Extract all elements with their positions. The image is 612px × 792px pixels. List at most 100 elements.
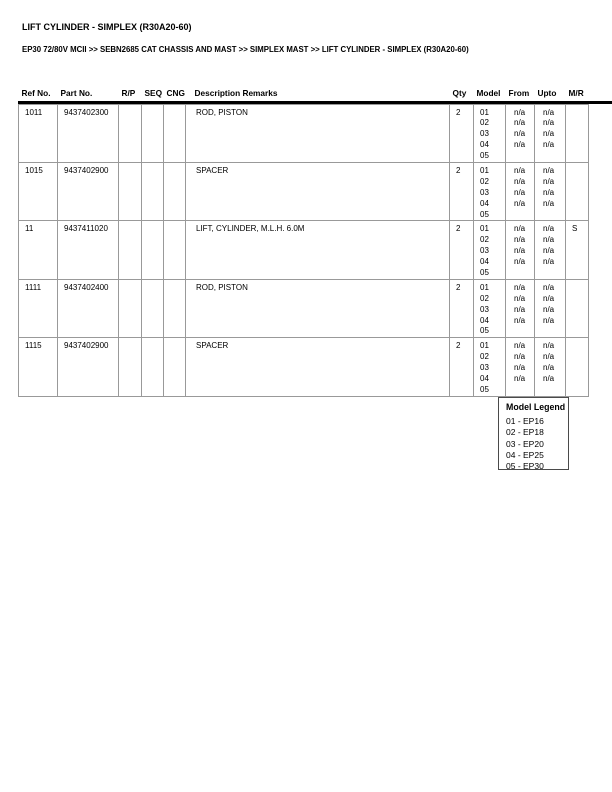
stack-line: 02 [480, 235, 489, 245]
stack-line: n/a [514, 257, 526, 267]
cng-cell [163, 337, 186, 397]
col-header-rp: R/P [121, 87, 136, 98]
stack-line: n/a [543, 315, 555, 325]
table-header-row: Ref No. Part No. R/P SEQ CNG Description… [19, 85, 589, 104]
stack-line: n/a [514, 246, 526, 256]
part-no-cell: 9437402900 [57, 161, 119, 222]
stack-line: n/a [543, 304, 555, 314]
rp-cell [118, 278, 142, 339]
stack-line: n/a [514, 293, 526, 303]
stack-line: n/a [543, 118, 555, 128]
stack-line: n/a [543, 246, 555, 256]
from-cell: n/a n/a n/a n/a [505, 161, 535, 222]
ref-no-cell: 11 [18, 220, 58, 280]
stack-line: n/a [543, 176, 555, 186]
stack-line: n/a [514, 198, 526, 208]
stack-line: 04 [480, 257, 489, 267]
stack-line: n/a [514, 304, 526, 314]
stack-line: 05 [480, 209, 489, 219]
description-cell: ROD, PISTON [185, 103, 450, 163]
stack-line: n/a [514, 107, 526, 117]
stack-line: n/a [543, 235, 555, 245]
stack-line: n/a [543, 293, 555, 303]
stack-line: 02 [480, 293, 489, 303]
stack-line: n/a [514, 129, 526, 139]
cng-cell [163, 161, 186, 222]
stack-line: 03 [480, 363, 489, 373]
seq-cell [141, 278, 164, 339]
model-legend-items: 01 - EP16 02 - EP18 03 - EP20 04 - EP25 05 -… [506, 416, 568, 472]
stack-line: n/a [514, 373, 526, 383]
table-row: 1011 9437402300 ROD, PISTON 2 01 02 03 04 05… [18, 103, 589, 163]
part-no-cell: 9437402400 [57, 278, 119, 339]
breadcrumb: EP30 72/80V MCII >> SEBN2685 CAT CHASSIS… [22, 45, 469, 54]
model-cell: 01 02 03 04 05 [473, 220, 506, 280]
description-cell: ROD, PISTON [185, 278, 450, 339]
stack-line: n/a [514, 118, 526, 128]
from-cell: n/a n/a n/a n/a [505, 103, 535, 163]
stack-line: n/a [543, 165, 555, 175]
col-header-upto: Upto [537, 87, 557, 98]
upto-cell: n/a n/a n/a n/a [534, 103, 566, 163]
table-row: 1115 9437402900 SPACER 2 01 02 03 04 05 n/a n… [18, 337, 589, 397]
ref-no-cell: 1015 [18, 161, 58, 222]
col-header-from: From [508, 87, 530, 98]
stack-line: n/a [543, 224, 555, 234]
stack-line: 03 [480, 129, 489, 139]
from-cell: n/a n/a n/a n/a [505, 220, 535, 280]
part-no-cell: 9437402900 [57, 337, 119, 397]
from-cell: n/a n/a n/a n/a [505, 278, 535, 339]
model-legend-item: 04 - EP25 [506, 449, 544, 460]
stack-line: n/a [514, 235, 526, 245]
stack-line: 04 [480, 198, 489, 208]
part-no-cell: 9437402300 [57, 103, 119, 163]
mr-cell [565, 337, 589, 397]
model-legend-item: 01 - EP16 [506, 416, 544, 426]
col-header-part-no: Part No. [60, 87, 93, 98]
seq-cell [141, 103, 164, 163]
col-header-ref-no: Ref No. [21, 87, 51, 98]
mr-cell: S [565, 220, 589, 280]
stack-line: 02 [480, 352, 489, 362]
qty-cell: 2 [449, 161, 474, 222]
stack-line: 03 [480, 187, 489, 197]
rp-cell [118, 161, 142, 222]
part-no-cell: 9437411020 [57, 220, 119, 280]
stack-line: n/a [514, 176, 526, 186]
upto-cell: n/a n/a n/a n/a [534, 337, 566, 397]
stack-line: 04 [480, 373, 489, 383]
stack-line: n/a [543, 198, 555, 208]
stack-line: 05 [480, 151, 489, 161]
from-cell: n/a n/a n/a n/a [505, 337, 535, 397]
stack-line: 05 [480, 267, 489, 277]
stack-line: n/a [543, 341, 555, 351]
ref-no-cell: 1115 [18, 337, 58, 397]
table-row: 1015 9437402900 SPACER 2 01 02 03 04 05 n/a n… [18, 161, 589, 222]
parts-table: Ref No. Part No. R/P SEQ CNG Description… [18, 85, 589, 397]
stack-line: 01 [480, 165, 489, 175]
ref-no-cell: 1111 [18, 278, 58, 339]
stack-line: n/a [543, 257, 555, 267]
stack-line: n/a [514, 224, 526, 234]
model-legend-item: 05 - EP30 [506, 461, 544, 472]
stack-line: n/a [543, 107, 555, 117]
col-header-model: Model [476, 87, 501, 98]
stack-line: n/a [514, 165, 526, 175]
stack-line: 04 [480, 315, 489, 325]
stack-line: 01 [480, 107, 489, 117]
model-legend-item: 02 - EP18 [506, 427, 544, 438]
model-cell: 01 02 03 04 05 [473, 278, 506, 339]
model-legend-title: Model Legend [506, 402, 566, 412]
upto-cell: n/a n/a n/a n/a [534, 161, 566, 222]
stack-line: n/a [543, 129, 555, 139]
stack-line: 01 [480, 341, 489, 351]
stack-line: n/a [543, 282, 555, 292]
stack-line: n/a [543, 363, 555, 373]
stack-line: n/a [514, 187, 526, 197]
upto-cell: n/a n/a n/a n/a [534, 220, 566, 280]
qty-cell: 2 [449, 103, 474, 163]
stack-line: n/a [543, 140, 555, 150]
table-row: 11 9437411020 LIFT, CYLINDER, M.L.H. 6.0… [18, 220, 589, 280]
stack-line: n/a [543, 373, 555, 383]
stack-line: 01 [480, 224, 489, 234]
